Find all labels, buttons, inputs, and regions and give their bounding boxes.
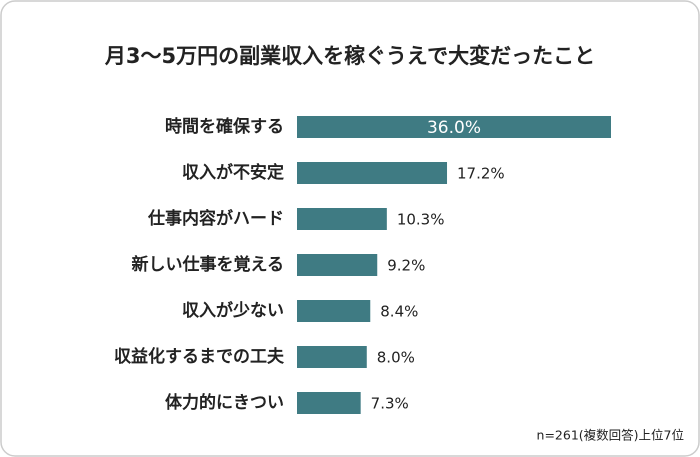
category-label: 収入が少ない xyxy=(182,300,284,321)
bar xyxy=(297,162,448,184)
bar xyxy=(297,208,387,230)
category-label: 体力的にきつい xyxy=(165,392,284,413)
category-label: 時間を確保する xyxy=(165,116,284,137)
bar xyxy=(297,346,367,368)
note: n=261(複数回答)上位7位 xyxy=(537,428,684,443)
category-label: 仕事内容がハード xyxy=(147,208,284,229)
bar xyxy=(297,300,371,322)
value-label: 36.0% xyxy=(427,118,481,138)
category-label: 収益化するまでの工夫 xyxy=(114,346,285,367)
category-label: 収入が不安定 xyxy=(182,162,284,183)
value-label: 9.2% xyxy=(387,257,425,275)
bar xyxy=(297,116,611,138)
bar xyxy=(297,254,378,276)
value-label: 17.2% xyxy=(457,165,505,183)
value-label: 8.0% xyxy=(377,349,415,367)
value-label: 8.4% xyxy=(380,303,418,321)
category-label: 新しい仕事を覚える xyxy=(132,254,285,275)
value-label: 7.3% xyxy=(371,395,409,413)
value-label: 10.3% xyxy=(397,211,445,229)
bar xyxy=(297,392,361,414)
chart-title: 月3〜5万円の副業収入を稼ぐうえで大変だったこと xyxy=(104,44,595,68)
